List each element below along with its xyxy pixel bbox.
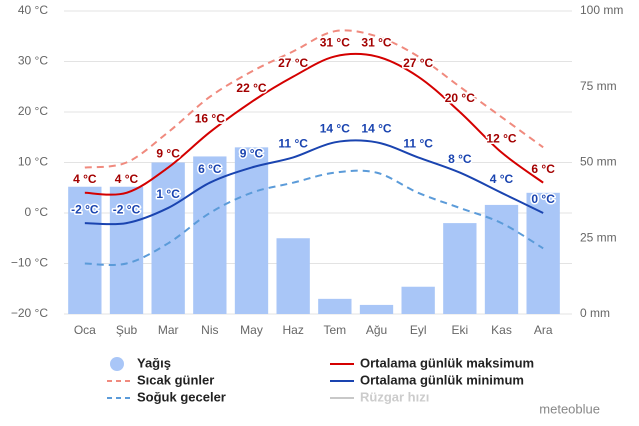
data-label: 9 °C	[240, 147, 264, 161]
x-tick-label: Ağu	[366, 323, 387, 337]
data-label: 27 °C	[278, 56, 308, 70]
line	[84, 169, 544, 266]
data-label: -2 °C	[113, 202, 141, 216]
legend-label: Rüzgar hızı	[360, 389, 429, 404]
legend-label: Yağış	[137, 355, 171, 370]
x-tick-label: Oca	[74, 323, 96, 337]
bar	[193, 156, 227, 314]
data-label: 22 °C	[236, 81, 266, 95]
data-label: 31 °C	[320, 36, 350, 50]
data-label: 1 °C	[156, 187, 180, 201]
bar	[234, 147, 269, 314]
bar	[151, 162, 185, 314]
data-label: 6 °C	[198, 162, 222, 176]
y2-tick-label: 25 mm	[580, 230, 617, 244]
legend-label: Soğuk geceler	[137, 389, 226, 404]
data-label: 16 °C	[195, 111, 225, 125]
bar	[401, 286, 435, 314]
data-label: 11 °C	[278, 137, 308, 151]
line	[84, 29, 544, 169]
x-tick-label: May	[240, 323, 263, 337]
x-tick-label: Tem	[323, 323, 346, 337]
data-label: -2 °C	[71, 202, 99, 216]
legend-label: Ortalama günlük minimum	[360, 372, 524, 387]
data-label: 11 °C	[403, 137, 433, 151]
data-label: 27 °C	[403, 56, 433, 70]
x-tick-label: Nis	[201, 323, 218, 337]
x-tick-label: Eki	[451, 323, 468, 337]
credit: meteoblue	[539, 401, 600, 416]
data-label: 6 °C	[531, 162, 555, 176]
legend-label: Ortalama günlük maksimum	[360, 355, 534, 370]
data-label: 31 °C	[361, 36, 391, 50]
y2-tick-label: 75 mm	[580, 79, 617, 93]
data-label: 4 °C	[490, 172, 514, 186]
bar	[526, 192, 560, 314]
legend-swatch	[110, 357, 124, 371]
bar	[484, 204, 519, 314]
bar	[359, 304, 394, 314]
data-label: 20 °C	[445, 91, 475, 105]
x-tick-label: Mar	[158, 323, 179, 337]
x-tick-label: Kas	[491, 323, 512, 337]
x-tick-label: Şub	[116, 323, 138, 337]
data-label: 4 °C	[115, 172, 139, 186]
data-label: 14 °C	[361, 121, 391, 135]
x-tick-label: Eyl	[410, 323, 427, 337]
x-tick-label: Ara	[534, 323, 553, 337]
bar	[276, 238, 310, 314]
y-tick-label: 40 °C	[18, 3, 48, 17]
y2-tick-label: 50 mm	[580, 155, 617, 169]
line	[84, 139, 544, 226]
data-label: 12 °C	[486, 132, 516, 146]
bar	[443, 223, 477, 314]
data-label: 8 °C	[448, 152, 472, 166]
data-label: 14 °C	[320, 121, 350, 135]
y-tick-label: −20 °C	[11, 306, 48, 320]
legend-label: Sıcak günler	[137, 372, 214, 387]
x-tick-label: Haz	[282, 323, 303, 337]
y-tick-label: 10 °C	[18, 155, 48, 169]
bar	[109, 186, 144, 314]
line	[84, 52, 544, 196]
bar	[68, 186, 102, 314]
data-label: 9 °C	[156, 147, 180, 161]
y-tick-label: 30 °C	[18, 54, 48, 68]
data-label: 0 °C	[531, 192, 555, 206]
y-tick-label: 0 °C	[25, 205, 49, 219]
y2-tick-label: 0 mm	[580, 306, 610, 320]
y-tick-label: 20 °C	[18, 104, 48, 118]
data-label: 4 °C	[73, 172, 97, 186]
bar	[318, 298, 352, 314]
y-tick-label: −10 °C	[11, 256, 48, 270]
y2-tick-label: 100 mm	[580, 3, 623, 17]
